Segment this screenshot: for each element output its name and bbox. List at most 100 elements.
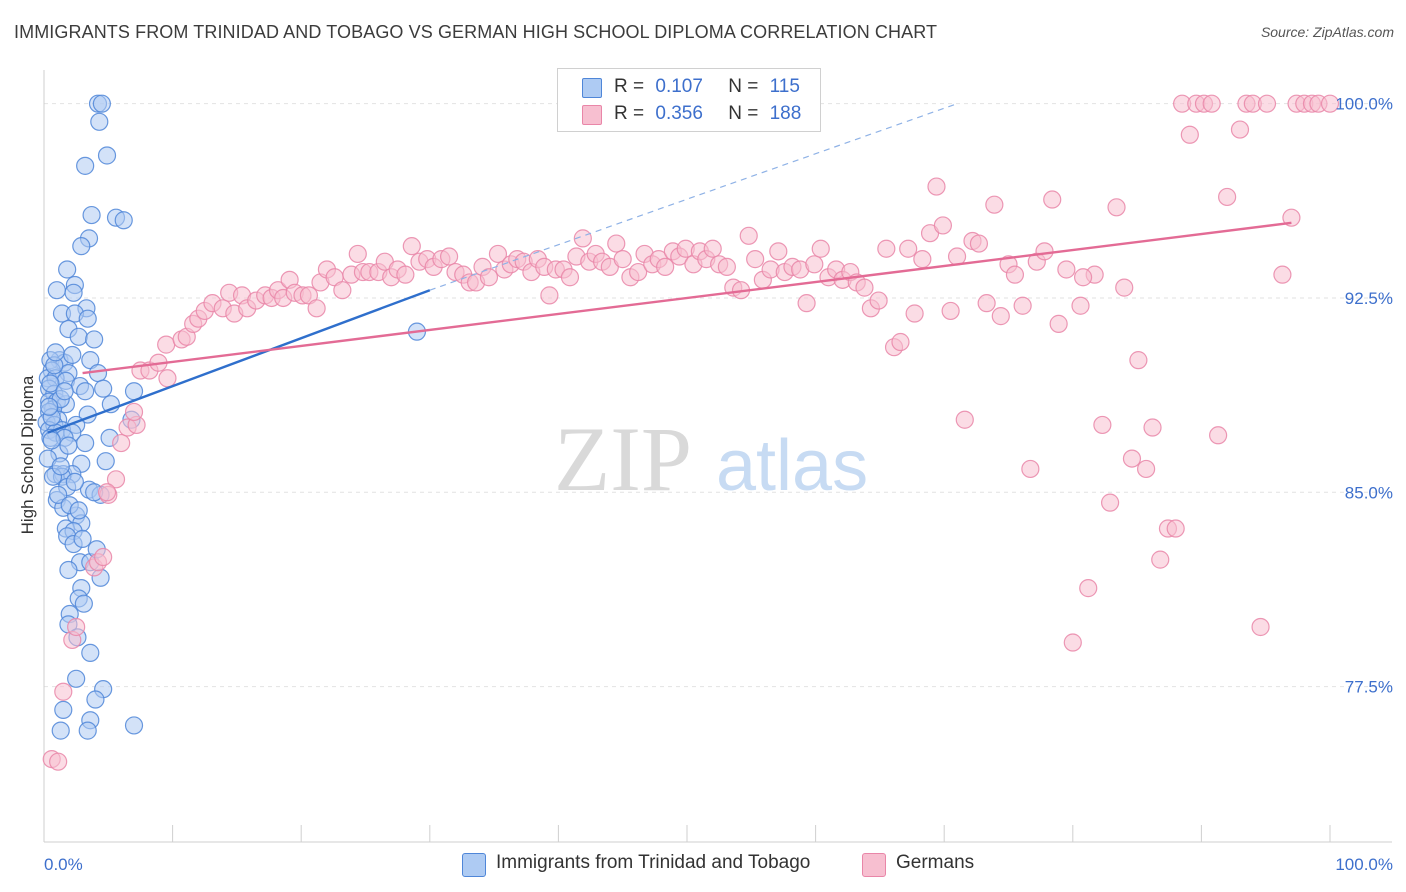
german-point — [1320, 94, 1340, 113]
trinidad-point — [114, 211, 133, 230]
german-point — [927, 177, 946, 196]
german-point — [1057, 260, 1076, 279]
legend-label-germans: Germans — [896, 852, 975, 873]
german-point — [1073, 268, 1093, 287]
r-value-blue: 0.107 — [655, 76, 703, 97]
german-point — [402, 237, 421, 256]
trinidad-point — [42, 431, 61, 450]
german-point — [1273, 265, 1292, 284]
german-point — [717, 257, 736, 276]
trinidad-point — [97, 146, 117, 165]
german-point — [933, 216, 953, 235]
german-point — [106, 470, 126, 489]
german-point — [112, 433, 131, 453]
german-point — [1093, 415, 1112, 435]
german-point — [1021, 459, 1040, 479]
trinidad-point — [41, 374, 60, 393]
trinidad-point — [94, 379, 113, 398]
trinidad-point — [72, 237, 91, 256]
n-value-blue: 115 — [769, 76, 800, 97]
german-point — [1137, 459, 1156, 479]
trinidad-point — [59, 436, 78, 455]
german-point — [877, 239, 896, 258]
trinidad-point — [67, 669, 86, 688]
german-point — [1282, 208, 1301, 227]
german-point — [855, 278, 874, 297]
german-point — [1013, 296, 1032, 315]
german-point — [1079, 579, 1098, 598]
y-tick-label: 77.5% — [1345, 678, 1393, 697]
german-point — [124, 402, 144, 422]
r-label: R = — [614, 103, 645, 124]
german-point — [348, 244, 367, 264]
german-point — [656, 257, 675, 276]
german-point — [739, 226, 758, 245]
trinidad-point — [86, 690, 105, 709]
trinidad-point — [51, 721, 70, 740]
legend-swatch-pink — [862, 853, 886, 877]
tick-layer: 77.5% 85.0% 92.5% 100.0% 0.0% 100.0% — [44, 95, 1393, 874]
german-point — [67, 617, 86, 637]
german-point — [985, 195, 1004, 214]
trinidad-point — [40, 397, 59, 416]
german-point — [158, 369, 177, 388]
german-point — [1043, 190, 1062, 209]
trinidad-point — [124, 716, 144, 735]
german-point — [1122, 449, 1142, 468]
trinidad-point — [46, 343, 65, 362]
german-point — [1166, 519, 1185, 538]
trinidad-point — [69, 327, 88, 346]
y-tick-label: 85.0% — [1345, 483, 1393, 502]
german-point — [811, 239, 830, 258]
german-point — [1035, 242, 1054, 261]
trinidad-point — [65, 472, 84, 492]
german-point — [1063, 633, 1082, 652]
blue-swatch — [582, 78, 602, 98]
german-point — [94, 547, 113, 567]
german-point — [769, 242, 788, 261]
trinidad-point — [47, 281, 66, 300]
german-point — [157, 335, 176, 354]
german-point — [969, 234, 989, 253]
german-point — [1230, 120, 1250, 139]
german-point — [479, 268, 499, 287]
german-point — [540, 286, 559, 305]
grid-layer — [44, 103, 1392, 688]
german-point — [1107, 198, 1126, 217]
chart-source: Source: ZipAtlas.com — [1260, 24, 1394, 40]
german-point — [1209, 426, 1228, 445]
trinidad-point — [78, 309, 97, 328]
trinidad-point — [92, 94, 111, 113]
german-point — [1218, 187, 1237, 207]
series-legend: Immigrants from Trinidad and Tobago Germ… — [0, 850, 1406, 880]
trinidad-point — [96, 452, 115, 471]
german-point — [1257, 94, 1277, 113]
trinidad-point — [82, 205, 101, 225]
german-point — [1151, 550, 1170, 569]
trinidad-point — [59, 560, 78, 580]
german-point — [991, 307, 1010, 326]
german-point — [1202, 94, 1221, 113]
r-value-pink: 0.356 — [655, 103, 703, 124]
trinidad-trend-line — [47, 289, 431, 434]
trinidad-point — [78, 721, 97, 740]
legend-swatch-blue — [462, 853, 486, 877]
german-point — [955, 410, 974, 429]
n-label: N = — [728, 76, 759, 97]
german-point — [797, 294, 816, 313]
trinidad-point — [51, 457, 70, 476]
german-point — [613, 250, 632, 269]
trinidad-point — [58, 260, 77, 279]
x-tick-label-end: 100.0% — [1335, 855, 1393, 874]
trinidad-point — [76, 156, 95, 175]
german-point — [905, 304, 924, 323]
trinidad-point — [73, 529, 92, 548]
trinidad-point — [76, 382, 95, 401]
trinidad-point — [76, 433, 95, 453]
german-point — [396, 265, 415, 284]
german-point — [560, 268, 580, 287]
german-point — [307, 299, 326, 318]
german-point — [488, 244, 508, 264]
german-point — [54, 682, 73, 701]
trinidad-point — [55, 382, 74, 401]
